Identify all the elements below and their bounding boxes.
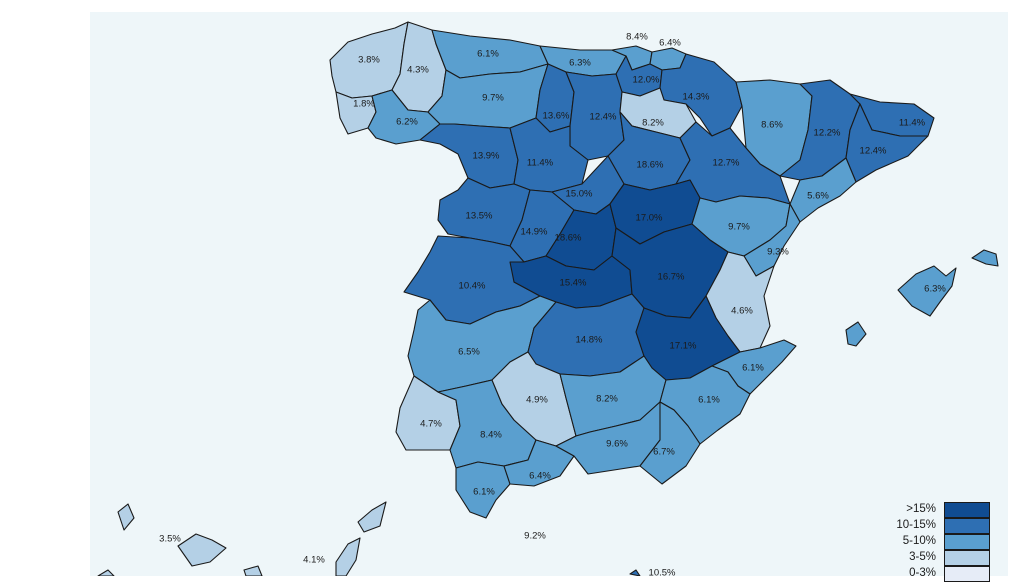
legend-label: 5-10%: [902, 535, 936, 547]
label-huesca: 8.6%: [761, 119, 783, 131]
label-navarra: 14.3%: [682, 91, 710, 103]
label-sevilla: 8.4%: [480, 429, 502, 441]
label-almeria: 6.7%: [653, 446, 675, 458]
province-ceuta[interactable]: [629, 569, 641, 576]
province-menorca[interactable]: [971, 249, 999, 267]
label-soria: 18.6%: [636, 159, 664, 171]
label-badajoz: 6.5%: [458, 346, 480, 358]
legend: >15% 10-15% 5-10% 3-5% 0-3%: [880, 502, 1020, 582]
label-palencia: 13.6%: [542, 110, 570, 122]
label-zamora: 13.9%: [472, 150, 500, 162]
label-castellon: 9.3%: [767, 246, 789, 258]
province-barcelona[interactable]: [845, 103, 929, 183]
label-valladolid: 11.4%: [526, 157, 554, 169]
province-valladolid[interactable]: [509, 117, 589, 193]
legend-swatch: [944, 566, 990, 582]
label-alava: 12.0%: [632, 74, 660, 86]
label-malaga: 6.4%: [529, 470, 551, 482]
label-ceuta: 9.2%: [524, 530, 546, 542]
label-lleida: 12.2%: [813, 127, 841, 139]
province-cadiz[interactable]: [455, 461, 511, 519]
label-granada: 9.6%: [606, 438, 628, 450]
legend-label: 3-5%: [909, 551, 936, 563]
legend-swatch: [944, 534, 990, 550]
label-baleares: 6.3%: [924, 283, 946, 295]
province-ibiza[interactable]: [845, 321, 867, 347]
province-santa-cruz[interactable]: [97, 537, 361, 576]
label-santa-cruz: 4.1%: [303, 554, 325, 566]
legend-label: 10-15%: [896, 519, 936, 531]
label-pontevedra: 1.8%: [353, 98, 375, 110]
label-caceres: 10.4%: [458, 280, 486, 292]
legend-label: 0-3%: [909, 567, 936, 579]
label-cuenca: 16.7%: [657, 271, 685, 283]
legend-item: 0-3%: [880, 566, 1020, 582]
label-a-coruna: 3.8%: [358, 54, 380, 66]
label-ourense: 6.2%: [396, 116, 418, 128]
label-valencia: 4.6%: [731, 305, 753, 317]
label-cordoba: 4.9%: [526, 394, 548, 406]
label-guadalajara: 17.0%: [635, 212, 663, 224]
province-mallorca[interactable]: [897, 265, 957, 317]
label-salamanca: 13.5%: [465, 210, 493, 222]
label-asturias: 6.1%: [477, 48, 499, 60]
label-zaragoza: 12.7%: [712, 157, 740, 169]
label-teruel: 9.7%: [728, 221, 750, 233]
label-huelva: 4.7%: [420, 418, 442, 430]
label-burgos: 12.4%: [589, 111, 617, 123]
label-tarragona: 5.6%: [807, 190, 829, 202]
label-vizcaya: 8.4%: [626, 31, 648, 43]
label-girona: 11.4%: [898, 117, 926, 129]
label-cadiz: 6.1%: [473, 486, 495, 498]
legend-label: >15%: [906, 503, 936, 515]
legend-item: 5-10%: [880, 534, 1020, 550]
label-lugo: 4.3%: [407, 64, 429, 76]
legend-swatch: [944, 518, 990, 534]
legend-item: 10-15%: [880, 518, 1020, 534]
label-madrid: 18.6%: [554, 232, 582, 244]
label-las-palmas: 3.5%: [159, 533, 181, 545]
label-cantabria: 6.3%: [569, 57, 591, 69]
label-alicante: 6.1%: [742, 362, 764, 374]
label-albacete: 17.1%: [669, 340, 697, 352]
label-murcia: 6.1%: [698, 394, 720, 406]
province-las-palmas[interactable]: [117, 501, 387, 567]
legend-swatch: [944, 550, 990, 566]
label-jaen: 8.2%: [596, 393, 618, 405]
label-toledo: 15.4%: [559, 277, 587, 289]
label-leon: 9.7%: [482, 92, 504, 104]
legend-item: 3-5%: [880, 550, 1020, 566]
province-almeria[interactable]: [639, 401, 701, 485]
label-segovia: 15.0%: [565, 188, 593, 200]
label-barcelona: 12.4%: [859, 145, 887, 157]
label-guipuzcoa: 6.4%: [659, 37, 681, 49]
label-avila: 14.9%: [520, 226, 548, 238]
legend-item: >15%: [880, 502, 1020, 518]
label-ciudad-real: 14.8%: [575, 334, 603, 346]
legend-swatch: [944, 502, 990, 518]
label-la-rioja: 8.2%: [642, 117, 664, 129]
label-melilla: 10.5%: [648, 567, 676, 579]
